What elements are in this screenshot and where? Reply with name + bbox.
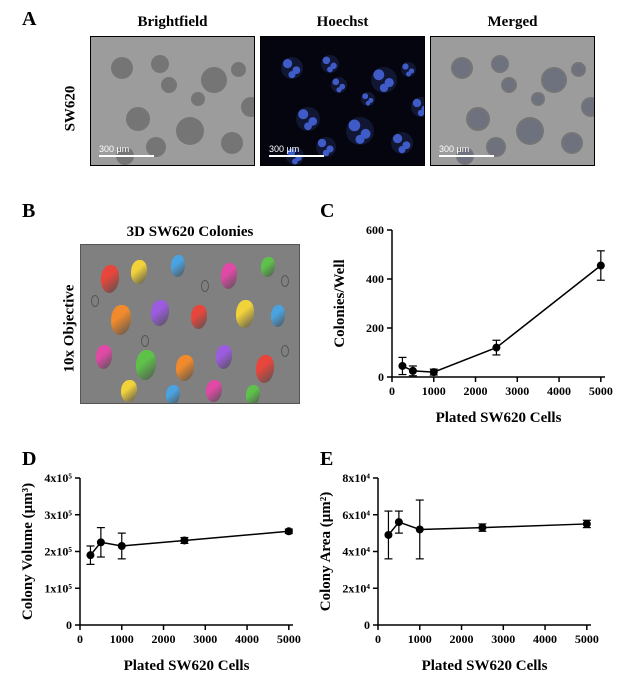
chart-colony-volume: 0 1000 2000 3000 4000 5000 0 1x10⁵ 2x10⁵ 3x10⁵ 4x1… [18, 470, 303, 680]
panel-a-col-0: Brightfield [90, 14, 255, 31]
scale-bar [269, 155, 324, 157]
scale-label: 300 μm [99, 144, 129, 154]
svg-text:4000: 4000 [235, 632, 259, 646]
svg-text:0: 0 [66, 618, 72, 632]
panel-a-brightfield: 300 μm [90, 36, 255, 166]
svg-text:1000: 1000 [422, 384, 446, 398]
svg-text:0: 0 [389, 384, 395, 398]
svg-text:4000: 4000 [533, 632, 557, 646]
panel-letter-a: A [22, 8, 36, 31]
svg-text:3x10⁵: 3x10⁵ [44, 508, 72, 522]
svg-text:5000: 5000 [575, 632, 599, 646]
svg-text:6x10⁴: 6x10⁴ [342, 508, 370, 522]
svg-text:Plated SW620 Cells: Plated SW620 Cells [124, 658, 250, 674]
svg-text:2x10⁴: 2x10⁴ [342, 581, 370, 595]
scale-bar [439, 155, 494, 157]
svg-text:3000: 3000 [193, 632, 217, 646]
svg-text:Plated SW620 Cells: Plated SW620 Cells [436, 410, 562, 426]
svg-text:Colony Area (μm²): Colony Area (μm²) [318, 492, 334, 611]
panel-a-hoechst: 300 μm [260, 36, 425, 166]
svg-text:Colony Volume (μm³): Colony Volume (μm³) [20, 483, 36, 620]
svg-text:Plated SW620 Cells: Plated SW620 Cells [422, 658, 548, 674]
svg-text:Colonies/Well: Colonies/Well [332, 259, 348, 347]
panel-letter-e: E [320, 448, 333, 471]
svg-text:4x10⁵: 4x10⁵ [44, 471, 72, 485]
scale-label: 300 μm [269, 144, 299, 154]
svg-text:600: 600 [366, 223, 384, 237]
panel-a-row-label: SW620 [62, 86, 79, 132]
panel-b-title: 3D SW620 Colonies [80, 224, 300, 241]
panel-b-side-label: 10x Objective [61, 285, 78, 373]
svg-text:0: 0 [77, 632, 83, 646]
chart-colonies-per-well: 0 1000 2000 3000 4000 5000 0 200 400 600 Plated SW… [330, 222, 615, 432]
svg-text:2000: 2000 [450, 632, 474, 646]
svg-text:0: 0 [378, 370, 384, 384]
chart-colony-area: 0 1000 2000 3000 4000 5000 0 2x10⁴ 4x10⁴ 6x10⁴ 8x1… [316, 470, 601, 680]
svg-text:2x10⁵: 2x10⁵ [44, 545, 72, 559]
scale-bar [99, 155, 154, 157]
svg-text:2000: 2000 [152, 632, 176, 646]
svg-text:1000: 1000 [110, 632, 134, 646]
svg-text:5000: 5000 [277, 632, 301, 646]
svg-text:5000: 5000 [589, 384, 613, 398]
svg-text:3000: 3000 [491, 632, 515, 646]
svg-text:8x10⁴: 8x10⁴ [342, 471, 370, 485]
svg-text:1000: 1000 [408, 632, 432, 646]
svg-text:4000: 4000 [547, 384, 571, 398]
panel-letter-d: D [22, 448, 36, 471]
scale-label: 300 μm [439, 144, 469, 154]
svg-text:0: 0 [364, 618, 370, 632]
panel-letter-c: C [320, 200, 334, 223]
svg-text:400: 400 [366, 272, 384, 286]
panel-letter-b: B [22, 200, 35, 223]
panel-b-3d-render [80, 244, 300, 404]
svg-text:0: 0 [375, 632, 381, 646]
svg-text:4x10⁴: 4x10⁴ [342, 545, 370, 559]
panel-a-col-2: Merged [430, 14, 595, 31]
svg-text:1x10⁵: 1x10⁵ [44, 581, 72, 595]
panel-a-col-1: Hoechst [260, 14, 425, 31]
panel-a-merged: 300 μm [430, 36, 595, 166]
svg-text:3000: 3000 [505, 384, 529, 398]
svg-text:200: 200 [366, 321, 384, 335]
svg-text:2000: 2000 [464, 384, 488, 398]
